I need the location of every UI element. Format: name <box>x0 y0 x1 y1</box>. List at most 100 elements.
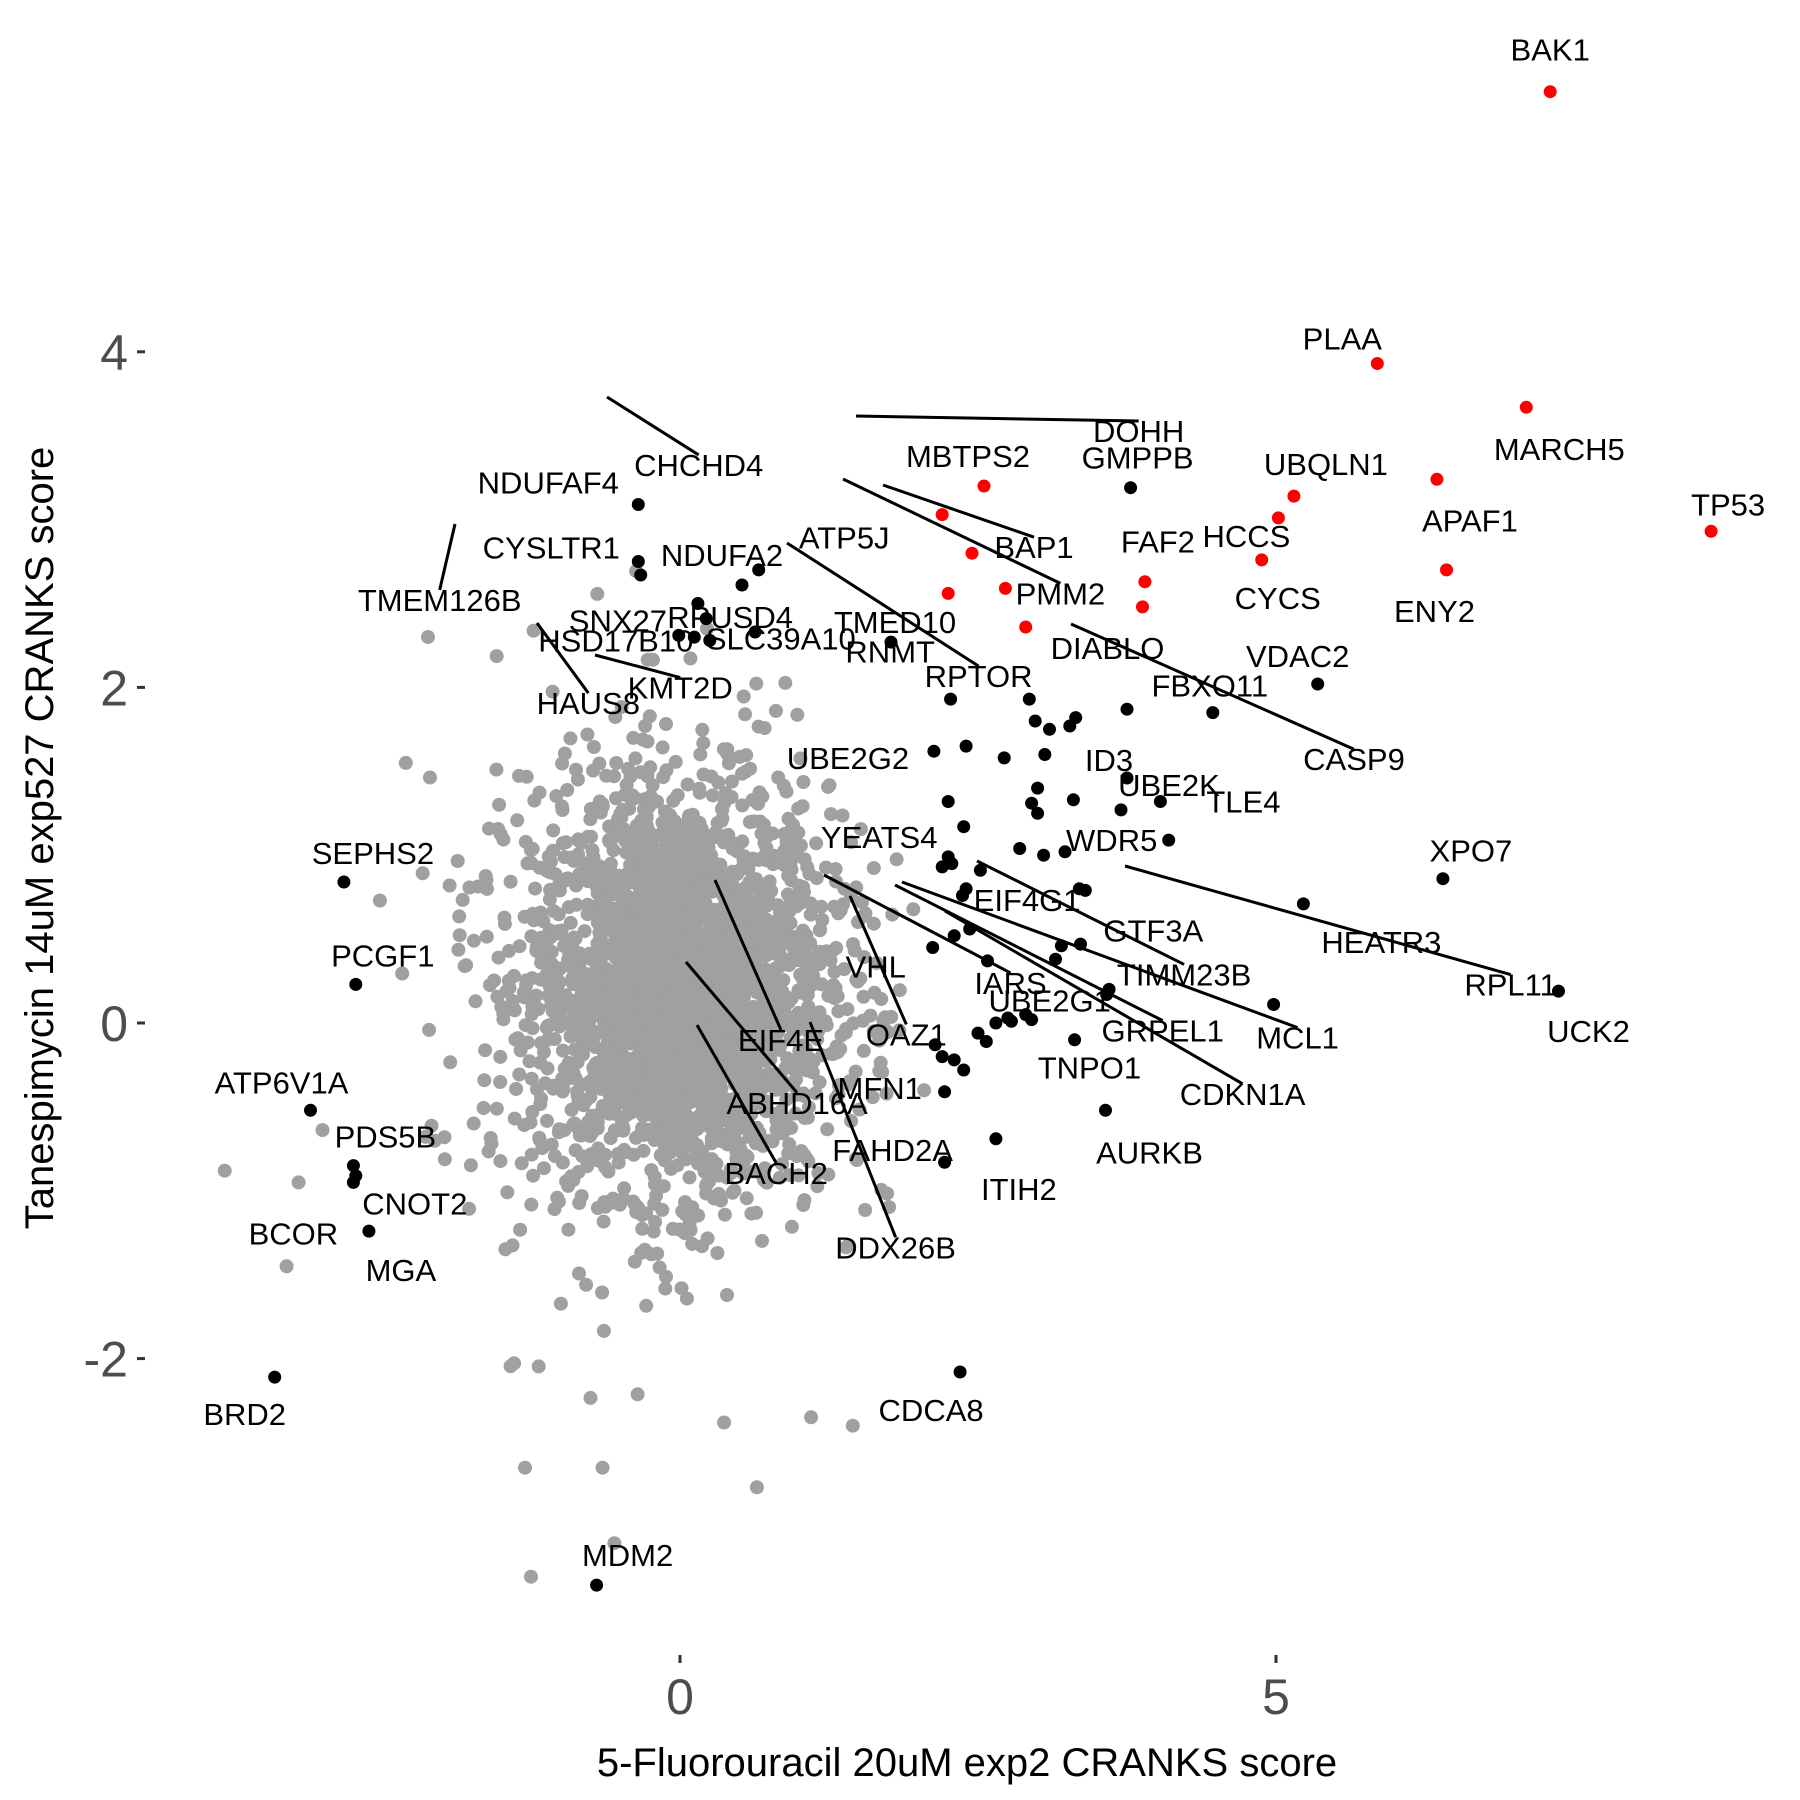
background-point <box>768 703 783 718</box>
highlighted-point <box>957 820 971 834</box>
background-point <box>787 947 802 962</box>
background-point <box>683 998 698 1013</box>
background-point <box>753 814 767 829</box>
point-rnmt <box>941 586 955 600</box>
label-gmppb: GMPPB <box>1082 441 1194 476</box>
background-point <box>590 586 605 601</box>
highlighted-point <box>959 739 973 753</box>
background-point <box>665 995 680 1010</box>
label-diablo: DIABLO <box>1051 631 1165 666</box>
background-point <box>629 818 644 833</box>
point-abhd16a <box>928 1038 942 1052</box>
point-sephs2 <box>337 875 351 889</box>
background-point <box>857 950 872 965</box>
label-kmt2d: KMT2D <box>628 671 733 706</box>
background-point <box>598 893 613 908</box>
background-point <box>659 717 673 731</box>
background-point <box>502 943 516 958</box>
background-point <box>572 1196 587 1210</box>
background-point <box>612 966 627 981</box>
background-point <box>692 1082 707 1097</box>
background-point <box>771 770 786 785</box>
background-point <box>738 764 753 779</box>
background-point <box>858 906 873 921</box>
background-point <box>855 1013 870 1028</box>
background-point <box>806 968 821 983</box>
label-yeats4: YEATS4 <box>821 820 938 855</box>
background-point <box>768 946 783 961</box>
leader-kmt2d <box>594 653 681 680</box>
background-point <box>731 864 746 879</box>
background-point <box>853 971 868 986</box>
point-uck2 <box>1552 984 1565 998</box>
label-ubqln1: UBQLN1 <box>1264 447 1388 482</box>
label-ddx26b: DDX26B <box>835 1230 956 1265</box>
background-point <box>492 797 507 812</box>
background-point <box>736 1166 751 1181</box>
background-point <box>524 929 539 944</box>
background-point <box>720 742 735 757</box>
point-cnot2 <box>349 1169 363 1183</box>
point-cdkn1a <box>1068 1033 1082 1047</box>
background-point <box>647 987 662 1002</box>
background-point <box>476 1101 491 1115</box>
background-point <box>678 1195 692 1210</box>
leader-grpel1 <box>894 883 1164 1022</box>
leader-chchd4 <box>606 395 700 457</box>
background-point <box>546 904 561 918</box>
background-point <box>717 829 731 844</box>
background-point <box>578 997 593 1012</box>
background-point <box>598 1160 613 1175</box>
background-point <box>647 1133 662 1148</box>
leader-casp9 <box>1070 622 1355 751</box>
background-point <box>711 1015 726 1030</box>
background-point <box>755 921 770 936</box>
background-point <box>775 1157 790 1172</box>
background-point <box>540 1113 554 1128</box>
label-heatr3: HEATR3 <box>1321 925 1441 960</box>
background-point <box>541 863 556 878</box>
background-point <box>817 945 832 960</box>
background-point <box>662 886 677 901</box>
background-point <box>395 966 410 981</box>
background-point <box>477 1073 492 1088</box>
background-point <box>724 1165 739 1180</box>
point-grpel1 <box>1019 1008 1033 1022</box>
background-point <box>561 999 576 1014</box>
point-atp5j <box>935 508 949 522</box>
background-point <box>662 807 677 822</box>
point-mbtps2 <box>977 479 991 493</box>
background-point <box>668 980 683 995</box>
point-hsd17b10 <box>672 628 686 642</box>
background-point <box>792 886 807 901</box>
background-point <box>468 994 483 1009</box>
label-vhl: VHL <box>846 950 906 985</box>
background-point <box>696 736 711 751</box>
background-point <box>665 861 680 876</box>
point-bak1 <box>1543 85 1557 99</box>
leader-pmm2 <box>842 477 1062 585</box>
background-point <box>683 651 698 666</box>
background-point <box>819 1018 834 1033</box>
background-point <box>608 1074 622 1089</box>
background-point <box>545 684 560 699</box>
background-point <box>789 1072 803 1087</box>
background-point <box>481 1144 496 1159</box>
background-point <box>708 859 723 874</box>
point-mga <box>362 1224 376 1238</box>
background-point <box>639 879 654 894</box>
background-point <box>644 896 659 911</box>
background-point <box>609 791 623 806</box>
background-point <box>597 1102 612 1117</box>
label-cdkn1a: CDKN1A <box>1180 1077 1306 1112</box>
label-pds5b: PDS5B <box>335 1120 437 1155</box>
background-point <box>781 887 795 902</box>
background-point <box>418 1129 433 1144</box>
background-point <box>627 1254 642 1269</box>
background-point <box>682 1093 697 1108</box>
point-rptor <box>944 692 958 706</box>
label-dohh: DOHH <box>1093 414 1184 449</box>
background-point <box>648 1110 663 1125</box>
background-point <box>635 1121 650 1136</box>
label-mdm2: MDM2 <box>582 1538 673 1573</box>
